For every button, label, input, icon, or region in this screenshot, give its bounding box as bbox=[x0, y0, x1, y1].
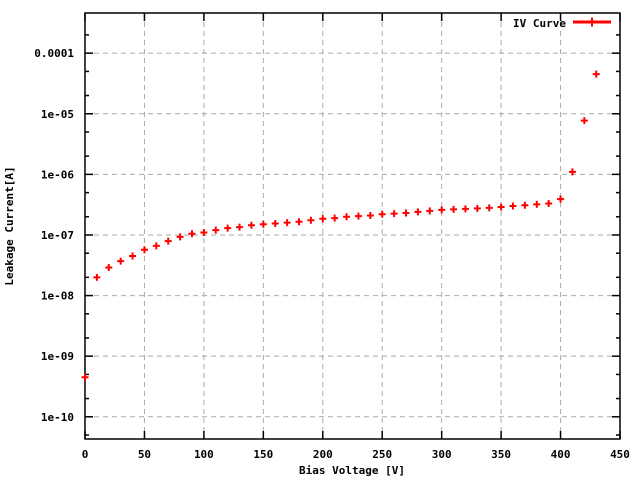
x-tick-label: 300 bbox=[432, 448, 452, 461]
data-point-plus bbox=[212, 226, 220, 234]
data-point-plus bbox=[568, 168, 576, 176]
data-point-plus bbox=[188, 230, 196, 238]
data-point-plus bbox=[473, 204, 481, 212]
data-point-plus bbox=[509, 202, 517, 210]
data-point-plus bbox=[366, 211, 374, 219]
data-point-plus bbox=[580, 117, 588, 125]
x-tick-label: 0 bbox=[82, 448, 89, 461]
y-tick-label: 1e-08 bbox=[41, 290, 74, 303]
data-point-plus bbox=[283, 219, 291, 227]
data-point-plus bbox=[402, 209, 410, 217]
data-point-plus bbox=[236, 223, 244, 231]
tick-labels: 0 50 100 150 200 250 300 350 400 450 1e-10 1e-09 1e-… bbox=[34, 47, 630, 461]
plot-border bbox=[84, 12, 621, 440]
x-axis-label: Bias Voltage [V] bbox=[299, 464, 405, 477]
data-point-plus bbox=[331, 214, 339, 222]
data-point-plus bbox=[438, 206, 446, 214]
x-tick-label: 250 bbox=[372, 448, 392, 461]
data-point-plus bbox=[93, 273, 101, 281]
data-point-plus bbox=[152, 242, 160, 250]
data-point-plus bbox=[81, 373, 89, 381]
data-point-plus bbox=[247, 221, 255, 229]
y-tick-label: 1e-05 bbox=[41, 108, 74, 121]
legend-label: IV Curve bbox=[513, 17, 566, 30]
data-point-plus bbox=[414, 208, 422, 216]
y-axis-label: Leakage Current[A] bbox=[3, 166, 16, 285]
data-point-plus bbox=[307, 216, 315, 224]
data-point-plus bbox=[129, 252, 137, 260]
data-point-plus bbox=[450, 205, 458, 213]
data-point-plus bbox=[140, 246, 148, 254]
data-points bbox=[81, 70, 600, 381]
data-point-plus bbox=[271, 219, 279, 227]
grid-lines bbox=[84, 13, 621, 439]
x-tick-label: 400 bbox=[551, 448, 571, 461]
data-point-plus bbox=[164, 237, 172, 245]
data-point-plus bbox=[259, 220, 267, 228]
data-point-plus bbox=[200, 228, 208, 236]
legend-sample-marker bbox=[573, 17, 611, 27]
data-point-plus bbox=[378, 210, 386, 218]
data-point-plus bbox=[557, 195, 565, 203]
x-tick-label: 50 bbox=[138, 448, 151, 461]
data-point-plus bbox=[354, 212, 362, 220]
y-tick-label: 1e-07 bbox=[41, 229, 74, 242]
data-point-plus bbox=[461, 205, 469, 213]
data-point-plus bbox=[485, 204, 493, 212]
plot-frame bbox=[84, 12, 621, 440]
data-point-plus bbox=[105, 264, 113, 272]
y-tick-label: 1e-06 bbox=[41, 168, 74, 181]
x-tick-label: 450 bbox=[610, 448, 630, 461]
data-point-plus bbox=[176, 233, 184, 241]
data-point-plus bbox=[426, 207, 434, 215]
data-point-plus bbox=[497, 203, 505, 211]
data-point-plus bbox=[319, 215, 327, 223]
y-tick-label: 1e-09 bbox=[41, 350, 74, 363]
data-point-plus bbox=[545, 200, 553, 208]
x-tick-label: 100 bbox=[194, 448, 214, 461]
data-point-plus bbox=[295, 218, 303, 226]
y-tick-label: 1e-10 bbox=[41, 411, 74, 424]
legend-sample-plus bbox=[587, 17, 597, 27]
x-tick-label: 150 bbox=[253, 448, 273, 461]
x-tick-label: 350 bbox=[491, 448, 511, 461]
data-point-plus bbox=[592, 70, 600, 78]
x-tick-label: 200 bbox=[313, 448, 333, 461]
data-point-plus bbox=[521, 201, 529, 209]
data-point-plus bbox=[390, 210, 398, 218]
legend: IV Curve bbox=[513, 17, 611, 30]
data-point-plus bbox=[117, 257, 125, 265]
axis-ticks bbox=[84, 13, 621, 439]
data-point-plus bbox=[533, 200, 541, 208]
data-point-plus bbox=[343, 213, 351, 221]
y-tick-label: 0.0001 bbox=[34, 47, 74, 60]
data-point-plus bbox=[224, 224, 232, 232]
